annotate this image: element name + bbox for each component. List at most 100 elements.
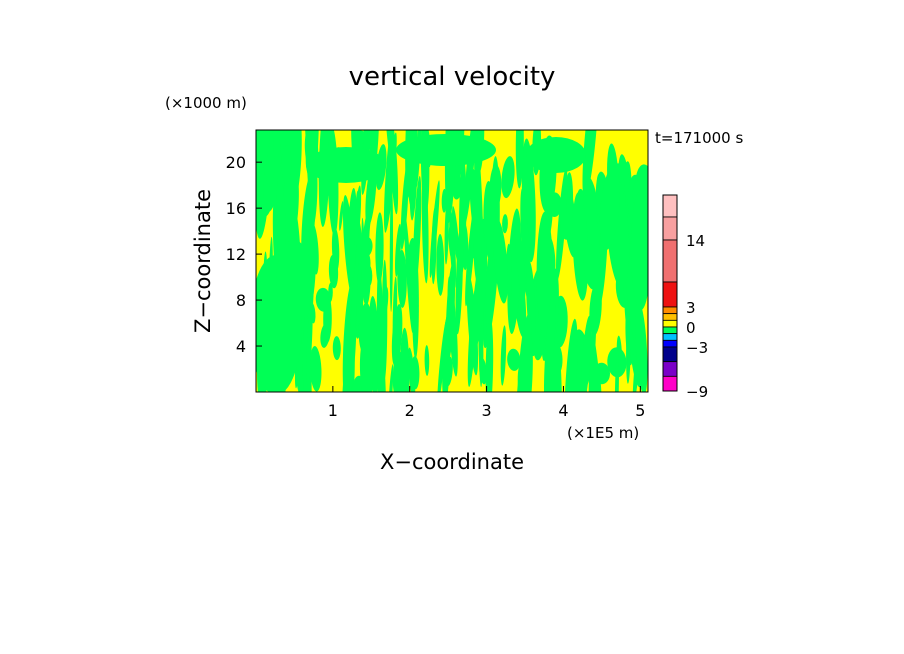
negative-region [582,130,599,200]
negative-region [449,208,457,289]
negative-region [391,304,403,367]
negative-region [445,356,453,387]
negative-region [614,350,619,392]
negative-region [309,346,322,392]
chart-title: vertical velocity [349,62,556,92]
negative-region [375,212,384,284]
negative-region [514,220,526,300]
negative-region [306,296,313,385]
colorbar-segment [662,361,678,377]
colorbar-segment [662,239,678,283]
y-tick-label: 8 [236,291,246,310]
colorbar-segment [662,194,678,218]
x-axis-title: X−coordinate [380,450,524,474]
colorbar-segment [662,326,678,335]
colorbar-label: 3 [686,299,696,317]
y-tick-label: 4 [236,337,246,356]
negative-region [389,186,394,312]
colorbar-label: −9 [686,383,708,401]
negative-region [376,317,387,392]
negative-region [485,317,494,392]
negative-region [536,211,553,337]
negative-region [572,192,589,301]
y-axis-title: Z−coordinate [191,189,215,333]
negative-region [431,208,437,285]
negative-region [396,134,496,166]
x-tick-label: 1 [328,401,338,420]
x-axis-ticks: 1 2 3 4 5 [328,386,645,420]
colorbar-segment [662,319,678,328]
time-label: t=171000 s [655,129,743,147]
negative-region [332,336,341,361]
colorbar-segment [662,306,678,315]
negative-region [445,263,456,362]
negative-region [256,130,270,168]
negative-region [564,318,578,392]
negative-region [569,378,587,392]
colorbar-segment [662,281,678,308]
plot-frame [255,129,649,393]
negative-region [455,223,464,335]
x-tick-label: 5 [635,401,645,420]
colorbar-segment [662,346,678,363]
negative-region [560,212,574,240]
negative-region [526,137,586,173]
x-tick-label: 2 [405,401,415,420]
negative-region [631,190,648,310]
negative-region [328,282,333,302]
negative-region [320,323,330,348]
negative-region [483,318,487,337]
negative-region [461,223,469,271]
colorbar-segment [662,339,678,348]
negative-region [516,331,533,392]
negative-region [309,222,319,275]
negative-region [348,253,359,378]
negative-region [281,145,292,184]
negative-region [635,301,648,392]
y-tick-label: 16 [226,199,246,218]
y-tick-label: 20 [226,153,246,172]
negative-region [424,345,430,376]
y-axis-ticks: 4 8 12 16 20 [226,153,262,356]
negative-region [412,251,419,359]
negative-region [354,185,362,249]
negative-region [276,240,312,320]
negative-region [404,213,414,333]
negative-region [436,234,445,296]
colorbar-frame [662,194,678,392]
colorbar-segment [662,216,678,241]
negative-region [339,201,344,231]
negative-region [599,166,620,251]
negative-region [347,188,357,281]
negative-region [331,227,340,272]
negative-region [410,356,420,390]
negative-region [394,223,402,277]
negative-region [393,357,402,392]
negative-region [489,164,502,210]
negative-region [502,214,508,234]
negative-region [384,132,397,233]
negative-region [381,286,389,319]
negative-region [361,211,370,278]
negative-region [306,147,386,183]
negative-region [463,130,478,225]
colorbar-label: −3 [686,339,708,357]
y-tick-label: 12 [226,245,246,264]
colorbar-label: 0 [686,319,696,337]
x-tick-label: 3 [481,401,491,420]
negative-region [543,289,556,392]
negative-region [358,302,372,354]
x-unit-label: (×1E5 m) [567,424,639,442]
negative-region [471,241,488,353]
colorbar-segment [662,313,678,321]
x-tick-label: 4 [558,401,568,420]
negative-region [500,325,507,386]
negative-region [493,219,508,304]
colorbar-segment [662,375,678,392]
negative-region [437,318,448,392]
negative-region [315,287,331,312]
negative-region [507,348,521,371]
colorbar: 14 3 0 −3 −9 [662,194,708,401]
negative-region [397,249,407,308]
